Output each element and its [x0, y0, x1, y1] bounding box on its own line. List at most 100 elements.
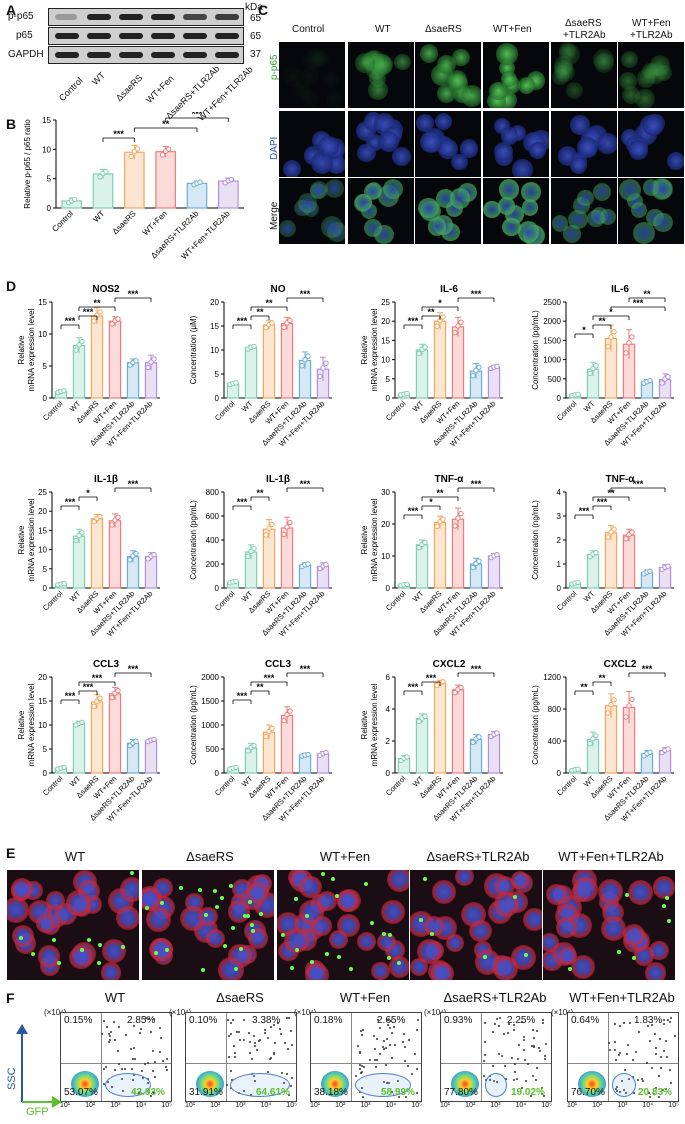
y-tick-label: 15: [42, 116, 51, 125]
event-dot: [281, 1071, 284, 1074]
micrograph-dapi: [551, 111, 617, 177]
x-tick-label: 10²: [335, 1102, 346, 1109]
significance-label: ***: [471, 289, 482, 299]
event-dot: [132, 1046, 135, 1049]
y-tick-label: 20: [381, 317, 390, 326]
event-dot: [660, 1056, 663, 1059]
y-tick-label: 10: [42, 145, 51, 154]
event-dot: [402, 1033, 405, 1036]
data-point: [233, 380, 239, 386]
density-contour: [321, 1071, 349, 1097]
data-point: [245, 553, 251, 560]
significance-label: **: [598, 673, 606, 683]
quadrant-lr-percent: 19.02%: [511, 1087, 545, 1098]
data-point: [623, 350, 629, 356]
chart-title: IL-1β: [266, 474, 290, 485]
event-dot: [108, 1034, 111, 1037]
event-dot: [358, 1063, 361, 1066]
y-axis-label: Relative: [360, 335, 369, 364]
ssc-axis-label: SSC: [6, 1067, 18, 1090]
y-tick-label: 500: [548, 375, 562, 384]
event-dot: [152, 1090, 155, 1093]
cell-nucleus: [628, 140, 649, 160]
event-dot: [373, 1048, 376, 1051]
cell-nucleus: [593, 182, 612, 202]
gfp-bacterium: [429, 932, 434, 937]
micrograph-dapi: [279, 111, 345, 177]
event-dot: [385, 1038, 388, 1041]
gfp-bacterium: [325, 951, 330, 956]
quadrant-line: [351, 1013, 352, 1101]
blot-label-gapdh: GAPDH: [8, 49, 44, 60]
x-tick-label: 10⁵: [286, 1102, 297, 1109]
data-point: [575, 579, 581, 586]
axis-multiplier: (×10⁴): [169, 1008, 192, 1017]
event-dot: [383, 1048, 386, 1051]
phagocytosis-micrograph: [277, 870, 409, 980]
y-axis-label: mRNA expression level: [370, 498, 379, 581]
event-dot: [227, 1055, 230, 1058]
event-dot: [141, 1069, 144, 1072]
bar: [487, 555, 501, 589]
cell-nucleus: [642, 115, 663, 136]
cell-nucleus: [301, 89, 318, 107]
event-dot: [638, 1031, 641, 1034]
data-point: [593, 733, 599, 739]
cell-nucleus: [619, 72, 638, 90]
quadrant-line: [226, 1013, 227, 1101]
data-point: [440, 314, 446, 320]
macrophage-cell: [546, 884, 567, 905]
x-tick-label: 10⁴: [385, 1102, 397, 1109]
y-tick-label: 20: [38, 673, 47, 682]
lane-label: WT+Fen: [144, 73, 176, 106]
chart-title: IL-6: [611, 284, 629, 295]
macrophage-cell: [649, 940, 669, 961]
significance-label: ***: [113, 129, 124, 139]
flow-cytometry-plot: 0.18% 2.65% 38.18% 58.99%: [310, 1012, 422, 1102]
gfp-bacterium: [334, 893, 339, 898]
y-tick-label: 1500: [201, 697, 219, 706]
event-dot: [243, 1038, 246, 1041]
y-axis-label: Concentration (μM): [189, 315, 198, 384]
significance-label: **: [265, 298, 273, 308]
panel-label-c: C: [258, 2, 269, 18]
macrophage-cell: [446, 934, 465, 953]
x-tick-label: 10²: [465, 1102, 476, 1109]
data-point: [665, 563, 671, 569]
data-point: [127, 557, 133, 563]
event-dot: [383, 1039, 386, 1042]
event-dot: [613, 1022, 616, 1025]
data-point: [79, 530, 85, 536]
bar: [415, 717, 429, 774]
y-tick-label: 800: [206, 488, 220, 497]
data-point: [269, 725, 275, 732]
cell-nucleus: [666, 151, 684, 170]
chart-il-1β: IL-1β 0 5 10 15 20 25 Relative mRNA expression l…: [17, 474, 160, 638]
cell-nucleus: [594, 53, 615, 74]
cell-nucleus: [494, 142, 514, 162]
chart-tnf-α: TNF-α 0 10 20 30 Relative mRNA expression leve…: [360, 474, 503, 638]
gfp-bacterium: [96, 960, 101, 965]
bar: [262, 324, 276, 399]
event-dot: [608, 1042, 611, 1045]
gfp-bacterium: [320, 871, 325, 876]
event-dot: [369, 1058, 372, 1061]
cell-nucleus: [318, 136, 339, 157]
gfp-bacterium: [423, 876, 428, 881]
quadrant-line: [61, 1063, 171, 1064]
y-axis-label: mRNA expression level: [370, 308, 379, 391]
e-title: WT: [64, 849, 86, 864]
significance-label: ***: [264, 673, 275, 683]
x-tick-label: 10³: [110, 1102, 121, 1109]
event-dot: [248, 1041, 251, 1044]
chart-title: IL-1β: [94, 474, 118, 485]
data-point: [452, 330, 458, 336]
data-point: [440, 516, 446, 522]
event-dot: [385, 1046, 388, 1049]
event-dot: [632, 1059, 635, 1062]
cell-nucleus: [630, 201, 648, 219]
event-dot: [669, 1021, 672, 1023]
event-dot: [249, 1052, 252, 1055]
event-dot: [659, 1037, 662, 1040]
event-dot: [386, 1018, 389, 1021]
